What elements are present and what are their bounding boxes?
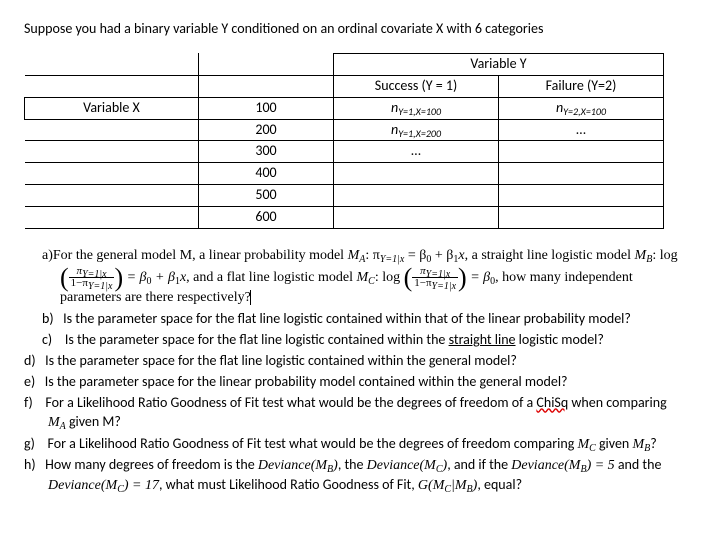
data-table: Variable Y Success (Y = 1) Failure (Y=2)…	[24, 53, 664, 229]
blank-cell	[25, 53, 199, 75]
x-400: 400	[198, 163, 333, 185]
header-x: Variable X	[25, 97, 199, 119]
intro-text: Suppose you had a binary variable Y cond…	[24, 20, 687, 39]
blank-cell	[25, 163, 199, 185]
blank-cell	[334, 185, 499, 207]
blank-cell	[198, 75, 333, 97]
col-success: Success (Y = 1)	[334, 75, 499, 97]
cell-n1-100: nY=1,X=100	[334, 97, 499, 119]
x-200: 200	[198, 119, 333, 141]
question-c: c) Is the parameter space for the flat l…	[42, 331, 687, 350]
cell-ellipsis: …	[499, 119, 664, 141]
question-d: d) Is the parameter space for the flat l…	[24, 352, 687, 371]
question-a: a)For the general model M, a linear prob…	[42, 247, 687, 308]
cell-ellipsis: …	[334, 141, 499, 163]
blank-cell	[334, 163, 499, 185]
blank-cell	[499, 207, 664, 229]
blank-cell	[499, 141, 664, 163]
blank-cell	[25, 75, 199, 97]
x-100: 100	[198, 97, 333, 119]
col-failure: Failure (Y=2)	[499, 75, 664, 97]
question-g: g) For a Likelihood Ratio Goodness of Fi…	[24, 435, 687, 455]
x-300: 300	[198, 141, 333, 163]
cell-n2-100: nY=2,X=100	[499, 97, 664, 119]
questions-block: a)For the general model M, a linear prob…	[24, 247, 687, 496]
header-y: Variable Y	[334, 53, 664, 75]
question-e: e) Is the parameter space for the linear…	[24, 373, 687, 392]
blank-cell	[25, 141, 199, 163]
blank-cell	[334, 207, 499, 229]
blank-cell	[198, 53, 333, 75]
question-f: f) For a Likelihood Ratio Goodness of Fi…	[24, 394, 687, 433]
blank-cell	[499, 185, 664, 207]
blank-cell	[499, 163, 664, 185]
text-cursor	[250, 290, 251, 305]
blank-cell	[25, 185, 199, 207]
x-500: 500	[198, 185, 333, 207]
question-h: h) How many degrees of freedom is the De…	[24, 456, 687, 496]
question-b: b) Is the parameter space for the flat l…	[42, 310, 687, 329]
x-600: 600	[198, 207, 333, 229]
blank-cell	[25, 207, 199, 229]
cell-n1-200: nY=1,X=200	[334, 119, 499, 141]
blank-cell	[25, 119, 199, 141]
